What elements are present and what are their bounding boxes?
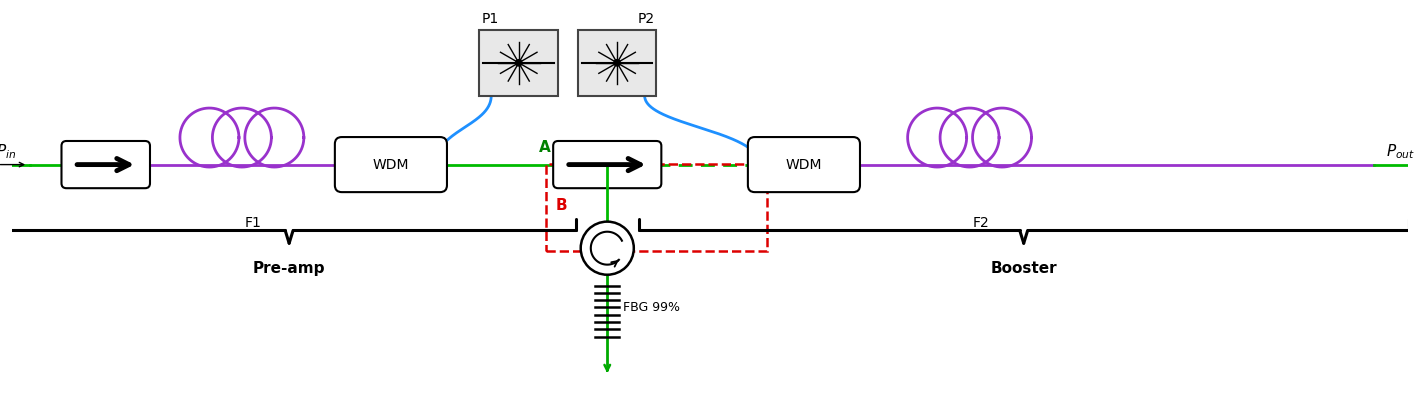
Text: WDM: WDM: [373, 158, 409, 172]
Text: $P_{in}$: $P_{in}$: [0, 142, 16, 161]
Text: Booster: Booster: [990, 261, 1057, 276]
FancyBboxPatch shape: [335, 137, 447, 192]
FancyBboxPatch shape: [553, 141, 661, 188]
Text: B: B: [556, 198, 568, 213]
Text: P2: P2: [637, 12, 654, 26]
FancyBboxPatch shape: [480, 30, 558, 96]
Circle shape: [515, 59, 522, 66]
Text: $P_{out}$: $P_{out}$: [1386, 142, 1415, 161]
Circle shape: [580, 221, 634, 275]
Text: FBG 99%: FBG 99%: [623, 301, 680, 314]
Text: P1: P1: [481, 12, 498, 26]
Text: Pre-amp: Pre-amp: [253, 261, 325, 276]
Text: F2: F2: [972, 216, 989, 230]
FancyBboxPatch shape: [578, 30, 657, 96]
FancyBboxPatch shape: [61, 141, 150, 188]
Text: F1: F1: [245, 216, 261, 230]
Text: WDM: WDM: [786, 158, 822, 172]
Text: A: A: [538, 140, 551, 155]
FancyBboxPatch shape: [748, 137, 860, 192]
Circle shape: [614, 59, 620, 66]
